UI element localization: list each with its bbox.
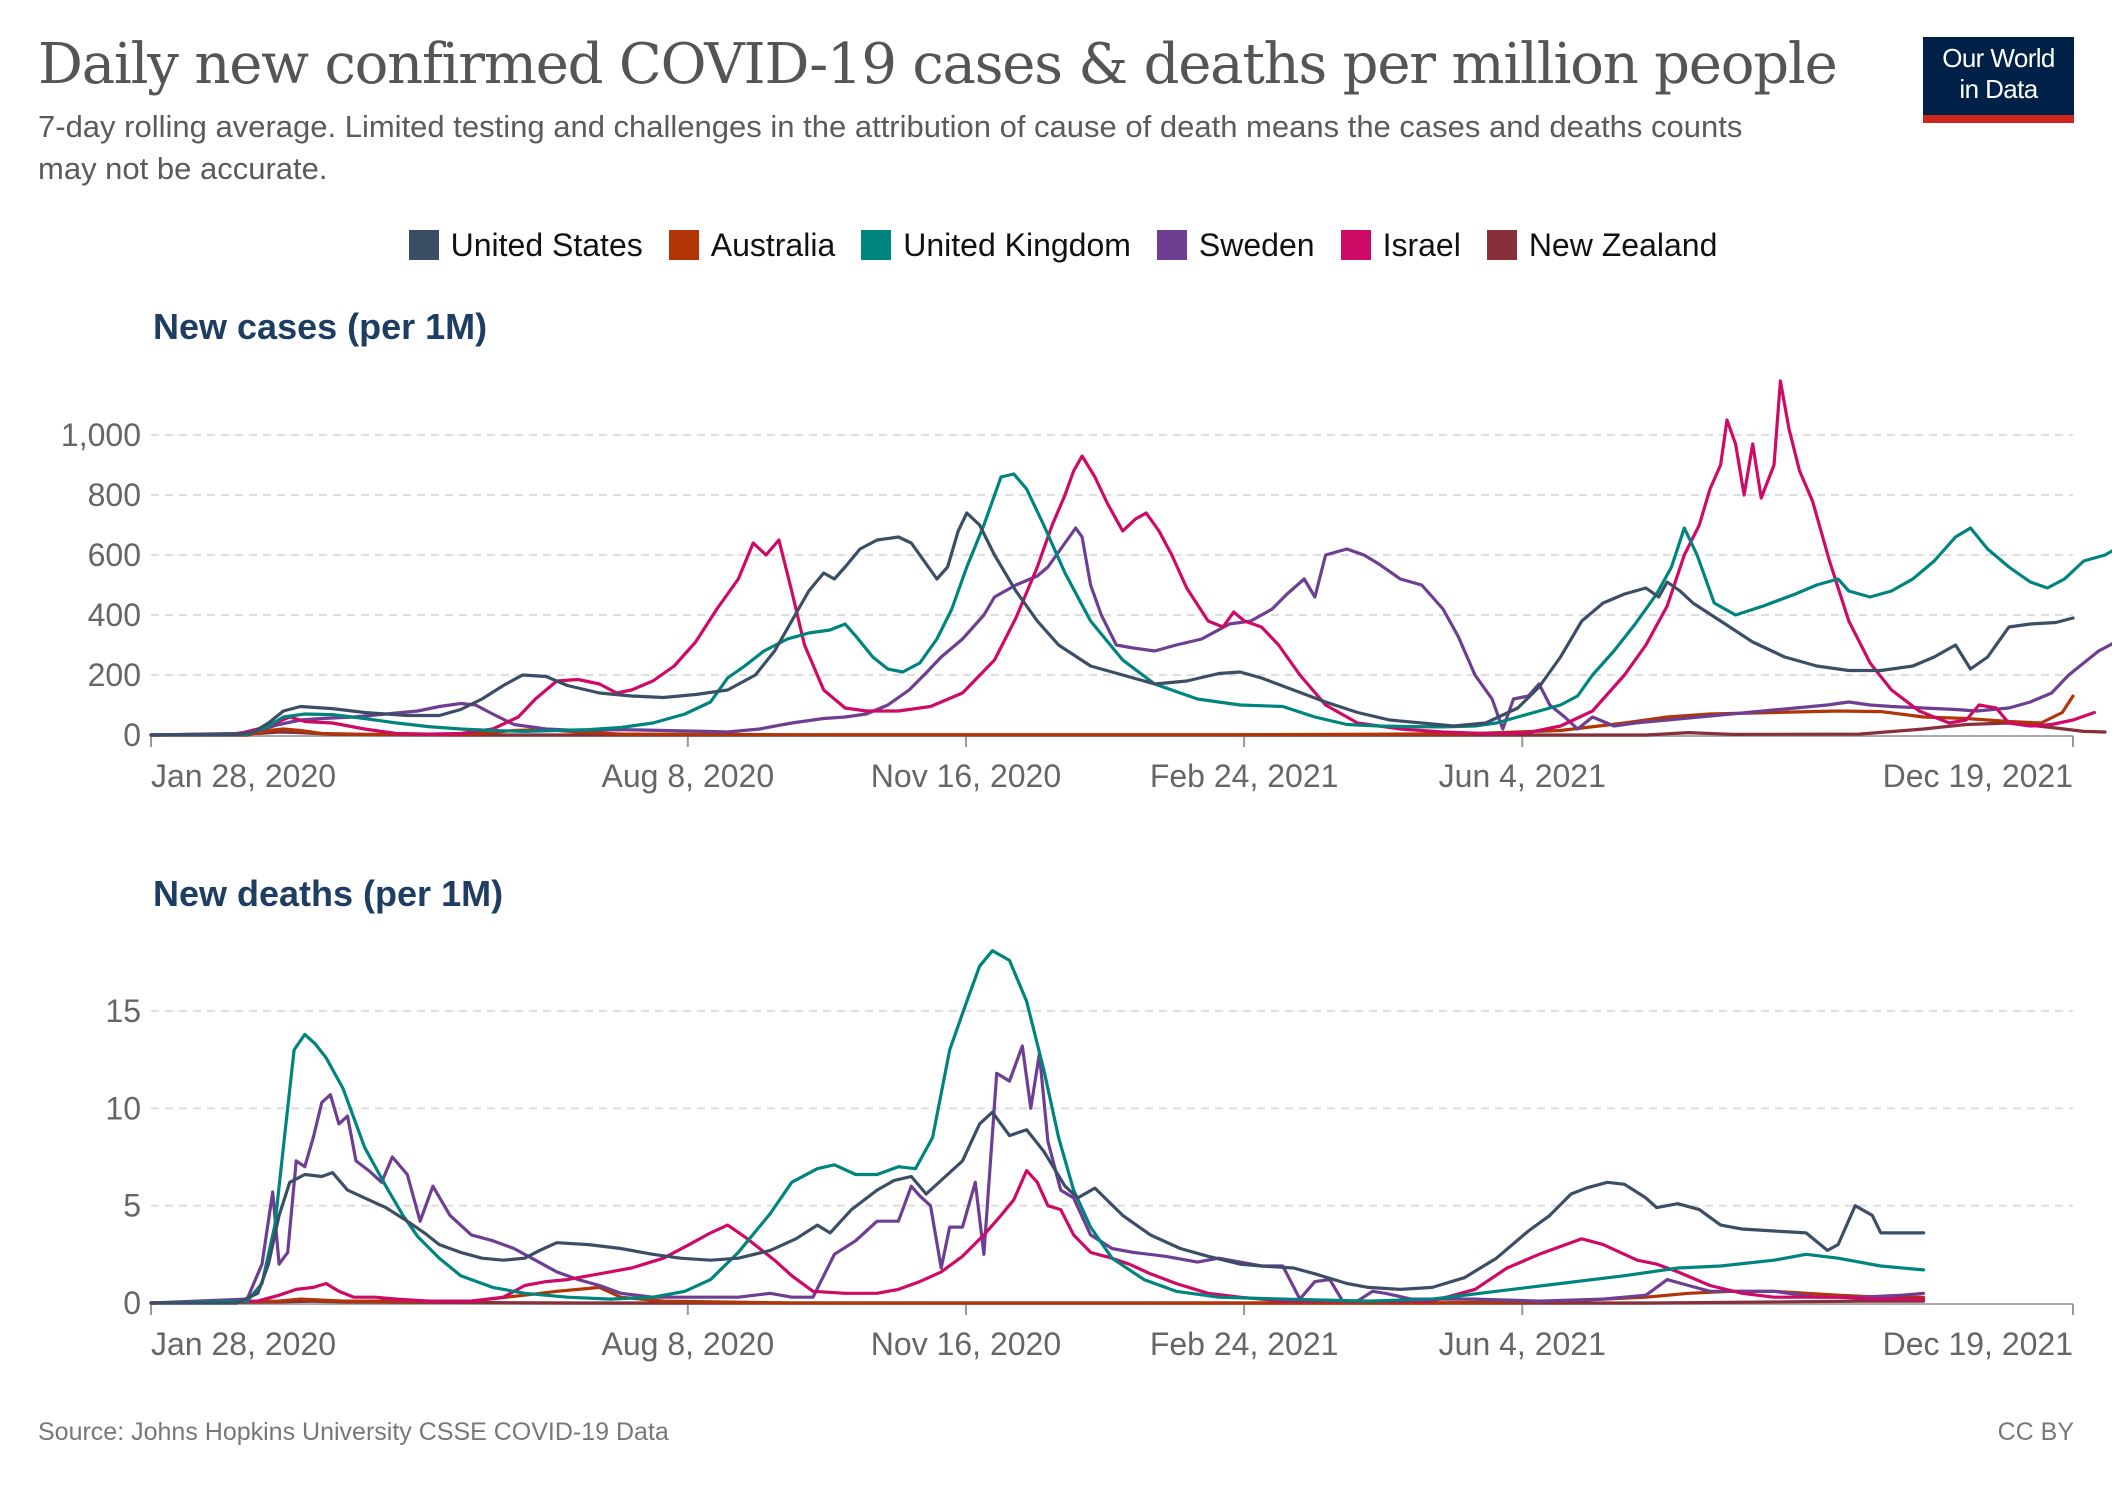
- chart-subtitle: 7-day rolling average. Limited testing a…: [38, 109, 1743, 186]
- logo-accent-bar: [1923, 115, 2074, 123]
- logo-line-2: in Data: [1959, 74, 2038, 104]
- series-line-israel[interactable]: [149, 379, 2096, 737]
- legend-swatch: [1156, 230, 1187, 260]
- series-line-israel[interactable]: [149, 1169, 1926, 1305]
- x-tick-label: Dec 19, 2021: [1883, 1326, 2073, 1362]
- cases-chart[interactable]: 0 200 400 600 800 1,000 Jan 28, 2020 Aug 8, 202…: [61, 379, 2112, 794]
- x-tick-label: Dec 19, 2021: [1883, 758, 2073, 794]
- x-tick-label: Jan 28, 2020: [151, 758, 336, 794]
- y-tick-label: 0: [123, 1285, 141, 1321]
- legend-item-united-states[interactable]: United States: [408, 225, 643, 265]
- legend-label: Israel: [1382, 226, 1461, 263]
- y-tick-label: 5: [123, 1188, 141, 1224]
- legend-label: United Kingdom: [903, 226, 1131, 263]
- x-tick-label: Jan 28, 2020: [151, 1326, 336, 1362]
- deaths-panel-title: New deaths (per 1M): [153, 873, 504, 914]
- legend-label: Australia: [710, 226, 836, 263]
- x-tick-label: Jun 4, 2021: [1439, 1326, 1606, 1362]
- x-tick-label: Nov 16, 2020: [871, 1326, 1061, 1362]
- y-tick-label: 10: [105, 1090, 141, 1126]
- logo-line-1: Our World: [1942, 43, 2055, 73]
- series-line-united-states[interactable]: [149, 1110, 1926, 1305]
- legend-item-new-zealand[interactable]: New Zealand: [1486, 225, 1718, 265]
- cases-panel-title: New cases (per 1M): [153, 306, 488, 347]
- y-tick-label: 1,000: [61, 417, 141, 453]
- source-note: Source: Johns Hopkins University CSSE CO…: [38, 1418, 669, 1446]
- series-line-united-states[interactable]: [149, 511, 2075, 737]
- x-tick-label: Aug 8, 2020: [602, 1326, 775, 1362]
- legend-label: New Zealand: [1528, 226, 1718, 263]
- legend-item-united-kingdom[interactable]: United Kingdom: [861, 225, 1131, 265]
- y-tick-label: 200: [88, 657, 141, 693]
- x-tick-label: Feb 24, 2021: [1150, 758, 1339, 794]
- legend-swatch: [1340, 230, 1371, 260]
- y-tick-label: 15: [105, 993, 141, 1029]
- y-tick-label: 0: [123, 717, 141, 753]
- legend-swatch: [668, 230, 699, 260]
- legend-swatch: [408, 230, 439, 260]
- legend: United States Australia United Kingdom S…: [0, 225, 2112, 265]
- y-tick-label: 800: [88, 477, 141, 513]
- x-tick-label: Jun 4, 2021: [1439, 758, 1606, 794]
- legend-label: Sweden: [1198, 226, 1315, 263]
- series-line-united-kingdom[interactable]: [149, 949, 1926, 1305]
- legend-item-sweden[interactable]: Sweden: [1156, 225, 1315, 265]
- y-tick-label: 400: [88, 597, 141, 633]
- legend-swatch: [1486, 230, 1517, 260]
- x-tick-label: Nov 16, 2020: [871, 758, 1061, 794]
- owid-logo[interactable]: Our World in Data: [1923, 37, 2074, 123]
- legend-swatch: [861, 230, 892, 260]
- deaths-chart[interactable]: 0 5 10 15 Jan 28, 2020 Aug 8, 2020 Nov 16, 202…: [105, 949, 2074, 1362]
- legend-item-australia[interactable]: Australia: [668, 225, 836, 265]
- series-line-sweden[interactable]: [149, 1044, 1926, 1305]
- series-line-united-kingdom[interactable]: [149, 390, 2112, 737]
- logo-text: Our World in Data: [1923, 43, 2074, 105]
- y-tick-label: 600: [88, 537, 141, 573]
- x-tick-label: Feb 24, 2021: [1150, 1326, 1339, 1362]
- chart-title: Daily new confirmed COVID-19 cases & dea…: [38, 32, 1838, 97]
- series-line-sweden[interactable]: [149, 526, 2112, 737]
- legend-label: United States: [450, 226, 643, 263]
- legend-item-israel[interactable]: Israel: [1340, 225, 1461, 265]
- x-tick-label: Aug 8, 2020: [602, 758, 775, 794]
- license-link[interactable]: CC BY: [1997, 1418, 2074, 1446]
